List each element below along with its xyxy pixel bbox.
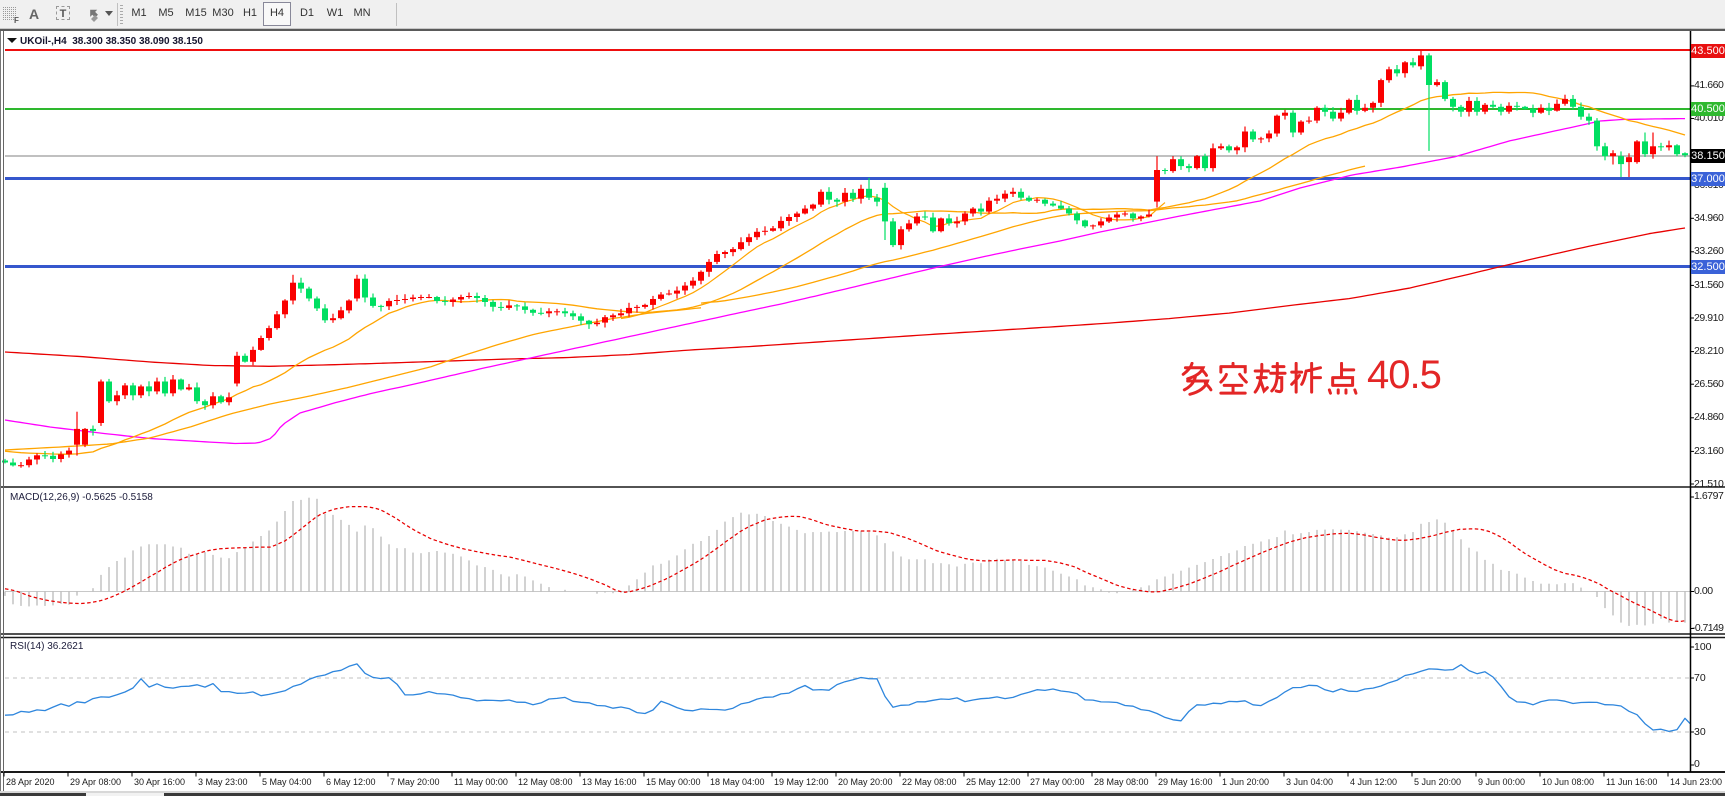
- svg-text:F: F: [14, 16, 19, 24]
